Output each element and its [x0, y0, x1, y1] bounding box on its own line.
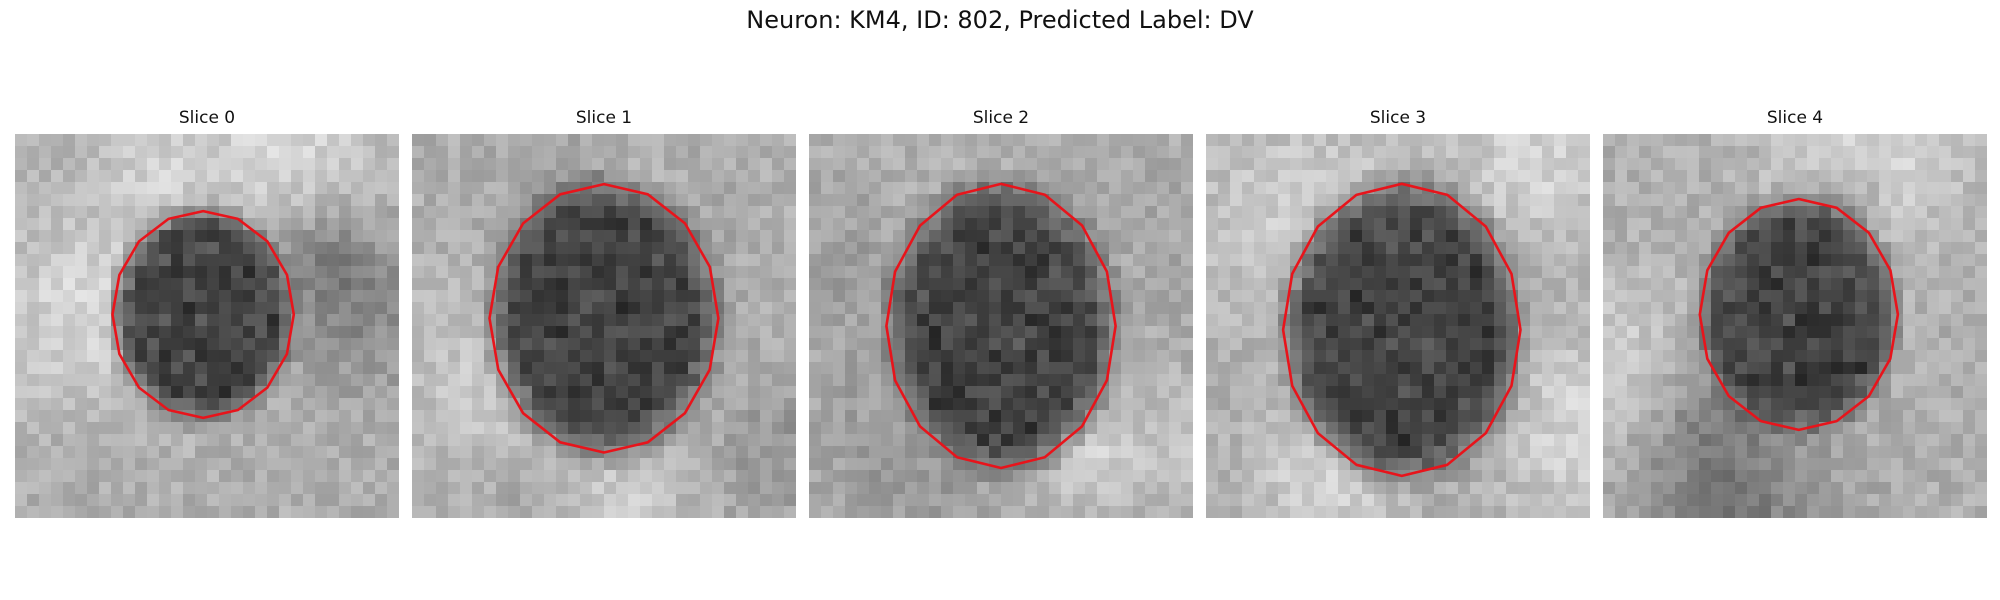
slice-image-0	[15, 134, 399, 518]
contour-3	[1281, 182, 1522, 478]
slice-image-3	[1206, 134, 1590, 518]
slice-title-0: Slice 0	[178, 108, 236, 128]
slice-title-4: Slice 4	[1766, 108, 1824, 128]
slice-image-1	[412, 134, 796, 518]
contour-1	[488, 182, 720, 454]
slice-title-1: Slice 1	[575, 108, 633, 128]
contour-4	[1698, 197, 1900, 432]
figure-title: Neuron: KM4, ID: 802, Predicted Label: D…	[746, 6, 1254, 34]
slice-image-4	[1603, 134, 1987, 518]
slice-title-2: Slice 2	[972, 108, 1030, 128]
slice-image-2	[809, 134, 1193, 518]
contour-0	[111, 209, 296, 420]
contour-2	[885, 182, 1117, 470]
slice-title-3: Slice 3	[1369, 108, 1427, 128]
